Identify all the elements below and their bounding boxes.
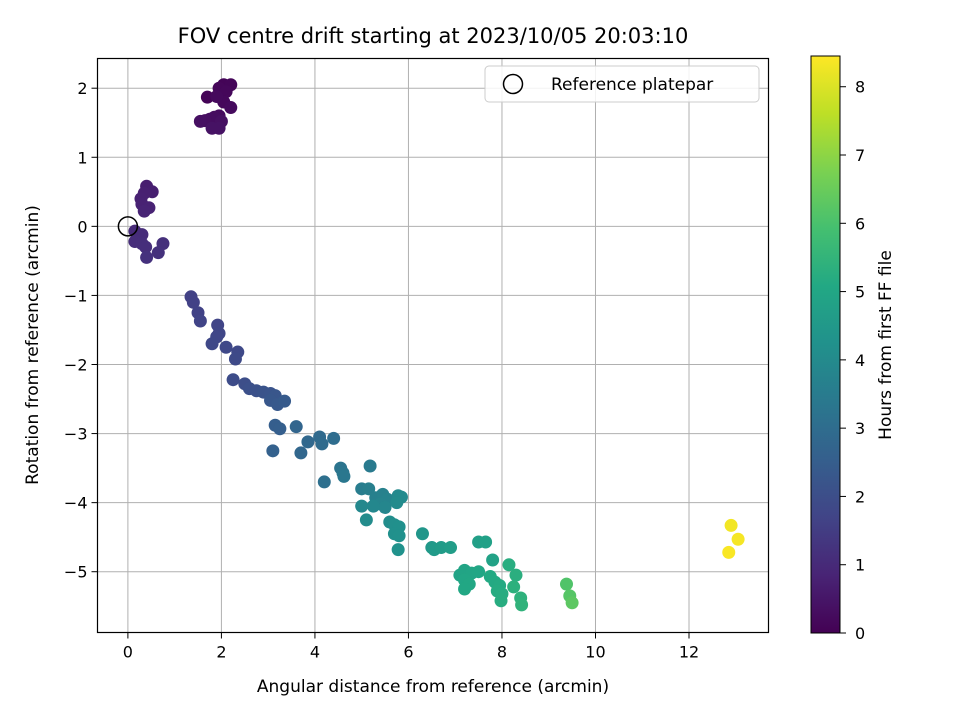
data-point (731, 532, 745, 546)
x-tick-label: 12 (679, 643, 699, 662)
chart-title: FOV centre drift starting at 2023/10/05 … (178, 24, 689, 48)
y-tick-label: −5 (64, 563, 88, 582)
data-point (378, 500, 392, 514)
colorbar-tick-label: 6 (855, 214, 865, 233)
y-tick-label: 2 (77, 79, 87, 98)
data-point (355, 499, 369, 513)
data-point (515, 598, 529, 612)
data-point (294, 446, 308, 460)
grid-lines (97, 58, 769, 633)
x-tick-label: 4 (310, 643, 320, 662)
y-tick-label: 1 (77, 148, 87, 167)
data-point (289, 420, 303, 434)
y-axis-label: Rotation from reference (arcmin) (23, 205, 43, 485)
data-point (139, 240, 153, 254)
legend-reference-marker (502, 73, 524, 95)
data-point (434, 541, 448, 555)
data-point (315, 437, 329, 451)
data-point (722, 545, 736, 559)
data-point (301, 435, 315, 449)
reference-platepar-marker (117, 216, 139, 237)
data-point (193, 114, 207, 128)
data-point (273, 422, 287, 436)
colorbar-tick-label: 4 (855, 351, 865, 370)
colorbar-tick-label: 8 (855, 78, 865, 97)
data-point (200, 90, 214, 104)
colorbar-tick-label: 5 (855, 283, 865, 302)
colorbar-tick-label: 0 (855, 624, 865, 643)
legend-entry-reference: Reference platepar (551, 75, 713, 95)
data-point (327, 431, 341, 445)
colorbar-tick-label: 2 (855, 487, 865, 506)
colorbar-label: Hours from first FF file (876, 250, 896, 440)
data-point (186, 295, 200, 309)
data-point (224, 101, 238, 115)
y-tick-label: −2 (64, 355, 88, 374)
colorbar-ticks: 0 1 2 3 4 5 6 7 8 (840, 78, 865, 643)
x-axis-ticks: 0 2 4 6 8 10 12 (123, 632, 699, 662)
colorbar-tick-label: 1 (855, 556, 865, 575)
data-point (193, 314, 207, 328)
data-point (724, 518, 738, 532)
y-axis-ticks: −5 −4 −3 −2 −1 0 1 2 (64, 79, 98, 582)
data-point (444, 541, 458, 555)
data-point (137, 204, 151, 218)
data-point (359, 513, 373, 527)
data-point (266, 444, 280, 458)
data-points (128, 78, 745, 612)
data-point (151, 246, 165, 260)
data-point (415, 527, 429, 541)
y-tick-label: −1 (64, 286, 88, 305)
data-point (366, 499, 380, 513)
plot-frame (96, 57, 770, 634)
data-point (140, 250, 154, 264)
data-point (278, 394, 292, 408)
colorbar-tick-label: 7 (855, 146, 865, 165)
data-point (210, 89, 224, 103)
data-point (390, 496, 404, 510)
data-point (559, 577, 573, 591)
data-point (219, 340, 233, 354)
legend: Reference platepar (484, 65, 760, 103)
data-point (337, 469, 351, 483)
data-point (362, 482, 376, 496)
data-point (317, 475, 331, 489)
data-point (391, 543, 405, 557)
data-point (494, 594, 508, 608)
y-tick-label: −4 (64, 494, 88, 513)
reference-marker-layer (117, 216, 139, 237)
data-point (565, 596, 579, 610)
data-point (205, 337, 219, 351)
data-point (392, 529, 406, 543)
data-point (509, 568, 523, 582)
data-point (502, 558, 516, 572)
x-tick-label: 0 (123, 643, 133, 662)
data-point (228, 352, 242, 366)
colorbar (810, 55, 841, 634)
x-tick-label: 2 (216, 643, 226, 662)
x-tick-label: 10 (585, 643, 605, 662)
x-tick-label: 6 (403, 643, 413, 662)
colorbar-tick-label: 3 (855, 419, 865, 438)
data-point (472, 565, 486, 579)
data-point (507, 580, 521, 594)
legend-box (484, 65, 760, 103)
x-axis-label: Angular distance from reference (arcmin) (257, 677, 609, 697)
data-point (226, 373, 240, 387)
data-point (363, 459, 377, 473)
data-point (212, 121, 226, 135)
x-tick-label: 8 (497, 643, 507, 662)
data-point (458, 582, 472, 596)
y-tick-label: 0 (77, 217, 87, 236)
data-point (479, 535, 493, 549)
y-tick-label: −3 (64, 425, 88, 444)
data-point (486, 553, 500, 567)
